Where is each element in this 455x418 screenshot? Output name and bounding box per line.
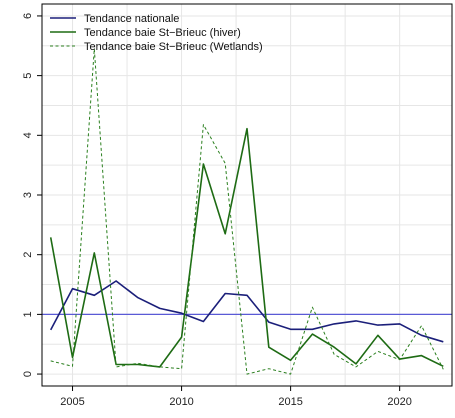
y-tick-label: 4 [22,132,34,138]
series-line-2 [50,48,444,375]
y-tick-label: 6 [22,13,34,19]
y-tick-label: 5 [22,73,34,79]
x-tick-label: 2020 [387,396,411,408]
grid-lines [42,4,452,386]
y-tick-label: 3 [22,192,34,198]
x-tick-label: 2005 [60,396,84,408]
legend-label-0: Tendance nationale [84,13,179,25]
series-line-0 [49,280,444,343]
x-tick-label: 2015 [278,396,302,408]
series-line-1 [49,127,444,368]
y-axis: 0 1 2 3 4 5 6 [22,13,42,377]
legend-label-1: Tendance baie St−Brieuc (hiver) [84,27,241,39]
x-tick-label: 2010 [169,396,193,408]
legend: Tendance nationale Tendance baie St−Brieu… [50,13,263,53]
y-tick-label: 0 [22,371,34,377]
series-group [49,48,444,375]
y-tick-label: 2 [22,252,34,258]
y-tick-label: 1 [22,311,34,317]
x-axis: 2005 2010 2015 2020 [60,386,412,408]
legend-label-2: Tendance baie St−Brieuc (Wetlands) [84,41,263,53]
